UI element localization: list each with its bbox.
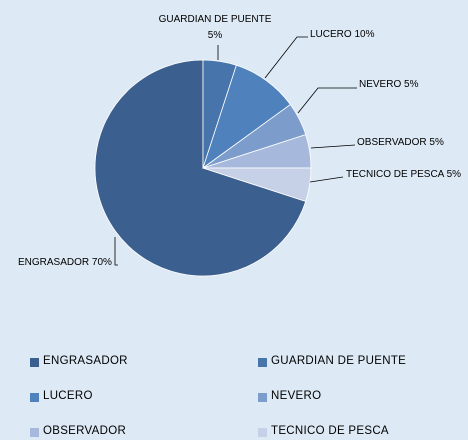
data-label: GUARDIAN DE PUENTE 5% [158,14,272,41]
legend-label: OBSERVADOR [43,425,127,437]
data-label: LUCERO 10% [310,29,375,40]
pie-slice [94,59,307,277]
legend-label: TECNICO DE PESCA [271,425,389,437]
data-label: ENGRASADOR 70% [18,257,112,268]
leader-line [264,36,308,79]
legend-swatch [30,428,39,437]
pie-slice [202,167,312,202]
legend-label: NEVERO [271,390,322,402]
leader-line [114,237,118,266]
legend-label: GUARDIAN DE PUENTE [271,355,407,367]
leader-line [309,176,344,183]
legend-swatch [30,393,39,402]
legend-swatch [258,393,267,402]
leader-line [310,144,356,149]
legend-label: ENGRASADOR [43,355,128,367]
data-label: TECNICO DE PESCA 5% [346,169,462,180]
legend-swatch [30,358,39,367]
leader-line [297,87,357,114]
legend-swatch [258,358,267,367]
legend-label: LUCERO [43,390,93,402]
legend-swatch [258,428,267,437]
data-label: NEVERO 5% [359,79,419,90]
data-label: OBSERVADOR 5% [357,137,444,148]
